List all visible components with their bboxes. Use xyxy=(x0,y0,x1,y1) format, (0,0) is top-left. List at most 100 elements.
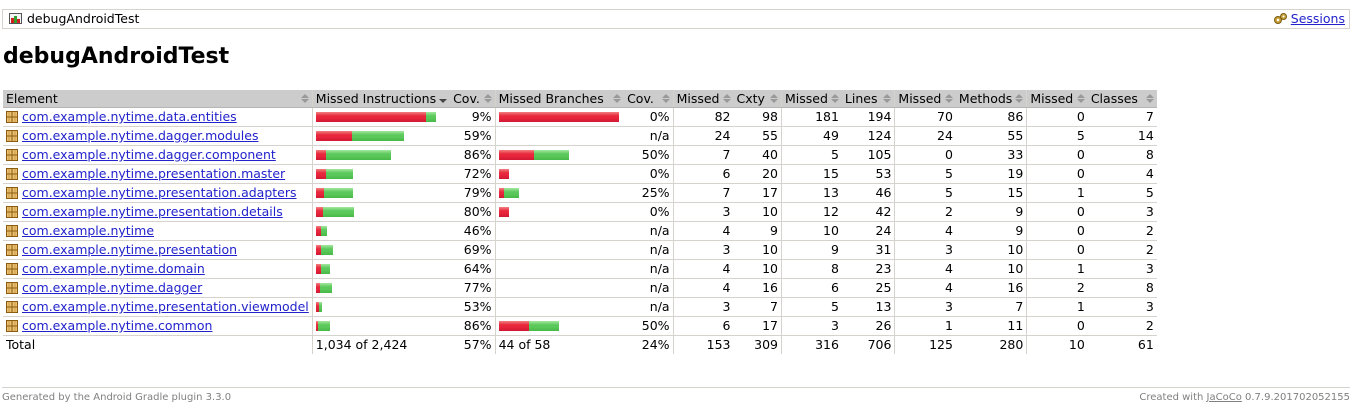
col-missed-methods[interactable]: Missed xyxy=(894,90,956,108)
missed-classes: 1 xyxy=(1026,259,1088,279)
instructions-bar-covered xyxy=(425,111,436,122)
element-cell[interactable]: com.example.nytime.domain xyxy=(3,259,313,279)
package-link[interactable]: com.example.nytime.presentation.adapters xyxy=(22,185,297,200)
missed-complexity: 7 xyxy=(672,183,734,203)
package-icon xyxy=(6,263,18,275)
table-row: com.example.nytime.presentation.viewmode… xyxy=(3,297,1157,317)
instructions-coverage: 53% xyxy=(450,297,496,317)
col-methods[interactable]: Methods xyxy=(955,90,1027,108)
missed-lines: 49 xyxy=(780,126,842,146)
missed-methods: 5 xyxy=(894,164,956,184)
instructions-bar-missed xyxy=(315,320,318,331)
element-cell[interactable]: com.example.nytime.presentation xyxy=(3,240,313,260)
element-cell[interactable]: com.example.nytime.presentation.master xyxy=(3,164,313,184)
missed-complexity: 4 xyxy=(672,278,734,298)
branches-coverage: 50% xyxy=(624,316,674,336)
instructions-bar-covered xyxy=(351,130,404,141)
package-link[interactable]: com.example.nytime.presentation xyxy=(22,242,238,257)
instructions-coverage: 80% xyxy=(450,202,496,222)
lines: 46 xyxy=(841,183,895,203)
col-missed-lines[interactable]: Missed xyxy=(780,90,842,108)
element-cell[interactable]: com.example.nytime.dagger.modules xyxy=(3,126,313,146)
table-row: com.example.nytime.presentation 69% n/a 3 10… xyxy=(3,240,1157,260)
col-element[interactable]: Element xyxy=(3,90,313,108)
package-link[interactable]: com.example.nytime.presentation.details xyxy=(22,204,283,219)
package-link[interactable]: com.example.nytime.dagger xyxy=(22,280,203,295)
package-link[interactable]: com.example.nytime.common xyxy=(22,318,213,333)
col-classes[interactable]: Classes xyxy=(1087,90,1157,108)
total-branches: 44 of 58 xyxy=(494,334,625,354)
col-instructions-coverage[interactable]: Cov. xyxy=(450,90,496,108)
branches-bar xyxy=(498,149,622,161)
instructions-bar xyxy=(315,282,447,294)
jacoco-version: 0.7.9.201702052155 xyxy=(1245,392,1350,403)
missed-instructions-cell xyxy=(311,259,451,279)
complexity: 98 xyxy=(733,107,782,127)
missed-lines: 12 xyxy=(780,202,842,222)
sessions-link-wrap[interactable]: Sessions xyxy=(1273,11,1345,26)
instructions-coverage: 72% xyxy=(450,164,496,184)
classes: 3 xyxy=(1087,297,1157,317)
complexity: 16 xyxy=(733,278,782,298)
col-complexity[interactable]: Cxty xyxy=(733,90,782,108)
missed-complexity: 4 xyxy=(672,221,734,241)
missed-classes: 0 xyxy=(1026,107,1088,127)
missed-classes: 0 xyxy=(1026,164,1088,184)
missed-instructions-cell xyxy=(311,221,451,241)
table-row: com.example.nytime.common 86% 50% 6 17 3 26 1 11… xyxy=(3,316,1157,336)
missed-classes: 1 xyxy=(1026,183,1088,203)
package-icon xyxy=(6,149,18,161)
col-missed-instructions[interactable]: Missed Instructions xyxy=(311,90,451,108)
missed-complexity: 3 xyxy=(672,202,734,222)
instructions-bar-missed xyxy=(315,111,426,122)
report-icon xyxy=(9,13,22,24)
package-link[interactable]: com.example.nytime xyxy=(22,223,155,238)
element-cell[interactable]: com.example.nytime.presentation.adapters xyxy=(3,183,313,203)
total-instructions-coverage: 57% xyxy=(450,334,496,354)
lines: 53 xyxy=(841,164,895,184)
package-link[interactable]: com.example.nytime.dagger.modules xyxy=(22,128,259,143)
missed-instructions-cell xyxy=(311,183,451,203)
missed-branches-cell xyxy=(494,316,625,336)
col-missed-complexity[interactable]: Missed xyxy=(672,90,734,108)
col-missed-branches[interactable]: Missed Branches xyxy=(494,90,625,108)
col-lines[interactable]: Lines xyxy=(841,90,895,108)
package-link[interactable]: com.example.nytime.domain xyxy=(22,261,205,276)
element-cell[interactable]: com.example.nytime.presentation.details xyxy=(3,202,313,222)
instructions-bar xyxy=(315,244,447,256)
missed-instructions-cell xyxy=(311,164,451,184)
total-classes: 61 xyxy=(1087,334,1157,354)
coverage-table: Element Missed Instructions Cov. Missed … xyxy=(3,90,1157,354)
package-icon xyxy=(6,301,18,313)
sessions-link[interactable]: Sessions xyxy=(1290,11,1345,26)
package-link[interactable]: com.example.nytime.data.entities xyxy=(22,109,237,124)
element-cell[interactable]: com.example.nytime.dagger xyxy=(3,278,313,298)
missed-instructions-cell xyxy=(311,107,451,127)
missed-complexity: 3 xyxy=(672,297,734,317)
instructions-bar xyxy=(315,301,447,313)
missed-branches-cell xyxy=(494,107,625,127)
col-branches-coverage[interactable]: Cov. xyxy=(624,90,674,108)
element-cell[interactable]: com.example.nytime xyxy=(3,221,313,241)
instructions-coverage: 64% xyxy=(450,259,496,279)
package-link[interactable]: com.example.nytime.presentation.master xyxy=(22,166,286,181)
package-link[interactable]: com.example.nytime.presentation.viewmode… xyxy=(22,299,309,314)
col-missed-classes[interactable]: Missed xyxy=(1026,90,1088,108)
element-cell[interactable]: com.example.nytime.data.entities xyxy=(3,107,313,127)
table-row: com.example.nytime.presentation.details 8… xyxy=(3,202,1157,222)
instructions-bar-missed xyxy=(315,263,321,274)
package-link[interactable]: com.example.nytime.dagger.component xyxy=(22,147,276,162)
missed-methods: 70 xyxy=(894,107,956,127)
header-row: Element Missed Instructions Cov. Missed … xyxy=(3,90,1157,108)
element-cell[interactable]: com.example.nytime.dagger.component xyxy=(3,145,313,165)
missed-lines: 15 xyxy=(780,164,842,184)
package-icon xyxy=(6,206,18,218)
lines: 13 xyxy=(841,297,895,317)
branches-coverage: 0% xyxy=(624,107,674,127)
branches-bar xyxy=(498,168,622,180)
element-cell[interactable]: com.example.nytime.presentation.viewmode… xyxy=(3,297,313,317)
jacoco-link[interactable]: JaCoCo xyxy=(1206,392,1242,403)
methods: 55 xyxy=(955,126,1027,146)
methods: 9 xyxy=(955,221,1027,241)
element-cell[interactable]: com.example.nytime.common xyxy=(3,316,313,336)
